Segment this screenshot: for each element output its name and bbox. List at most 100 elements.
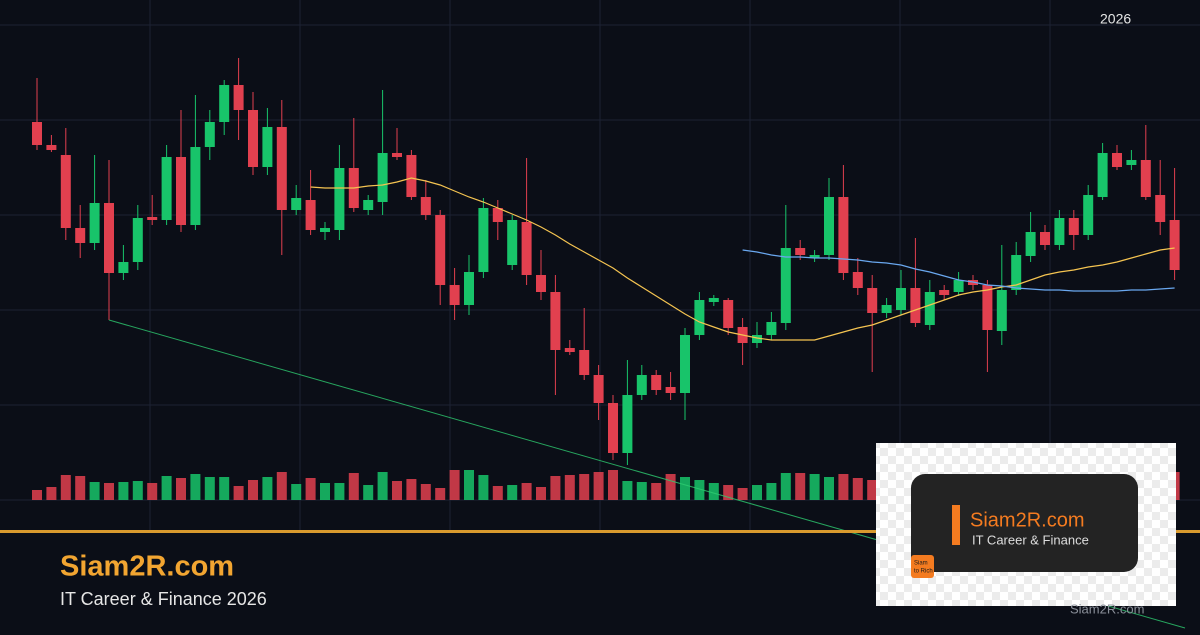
- volume-bar: [737, 488, 748, 500]
- tagline: IT Career & Finance 2026: [60, 589, 267, 609]
- moving-average: [742, 249, 1175, 292]
- candle-body: [665, 387, 676, 393]
- candle-body: [680, 335, 690, 393]
- candle-body: [752, 335, 762, 343]
- volume-bar: [147, 483, 158, 500]
- candle-body: [1155, 195, 1166, 222]
- volume-bar: [291, 484, 302, 500]
- candle-body: [262, 127, 273, 167]
- candle-body: [276, 127, 287, 210]
- candle-body: [708, 298, 719, 302]
- volume-bar: [838, 474, 849, 500]
- volume-bar: [104, 483, 114, 500]
- candle-body: [320, 228, 330, 232]
- candle-body: [1140, 160, 1151, 197]
- year: 2026: [1100, 11, 1131, 27]
- volume-bar: [579, 474, 590, 500]
- volume-bar: [233, 486, 244, 500]
- watermark: Siam2R.com: [1070, 601, 1144, 616]
- candle-body: [867, 288, 878, 313]
- logo-panel: Siam2R.com IT Career & Finance Siam to R…: [876, 443, 1176, 606]
- icon-text: Siam: [914, 561, 928, 567]
- volume-bar: [46, 487, 57, 500]
- volume-bar: [305, 478, 316, 500]
- candle-body: [75, 228, 86, 243]
- volume-bar: [550, 476, 561, 500]
- candle-body: [1011, 255, 1022, 290]
- volume-bar: [780, 473, 791, 500]
- volume-bar: [723, 485, 734, 500]
- volume-bar: [593, 472, 604, 500]
- candle-body: [910, 288, 921, 323]
- candle-body: [1097, 153, 1108, 197]
- logo-name: Siam2R.com: [970, 509, 1084, 531]
- candle-body: [1126, 160, 1137, 165]
- candle-body: [248, 110, 258, 167]
- volume-bar: [680, 477, 690, 500]
- candle-body: [622, 395, 633, 453]
- volume-bar: [219, 477, 230, 500]
- candle-body: [377, 153, 388, 202]
- candle-body: [420, 197, 431, 215]
- candle-body: [593, 375, 604, 403]
- candle-body: [104, 203, 114, 273]
- candle-body: [780, 248, 791, 323]
- volume-bar: [809, 474, 820, 500]
- candle-body: [766, 322, 777, 335]
- logo-icon: [911, 555, 934, 578]
- volume-bar: [449, 470, 460, 500]
- volume-bar: [766, 483, 777, 500]
- volume-bar: [795, 473, 806, 500]
- candle-body: [435, 215, 446, 285]
- volume-bar: [276, 472, 287, 500]
- candle-body: [1169, 220, 1180, 270]
- volume-bar: [708, 483, 719, 500]
- volume-bar: [190, 474, 201, 500]
- candle-body: [1025, 232, 1036, 256]
- candle-body: [550, 292, 561, 350]
- volume-bar: [665, 474, 676, 500]
- candle-body: [219, 85, 230, 122]
- moving-average: [310, 177, 1175, 341]
- volume-bar: [204, 477, 215, 500]
- candle-body: [478, 208, 489, 272]
- logo-bar: [952, 505, 960, 545]
- volume-bar: [60, 475, 71, 500]
- candle-body: [406, 155, 417, 197]
- candle-body: [536, 275, 546, 292]
- candle-body: [996, 290, 1007, 331]
- volume-bar: [478, 475, 489, 500]
- candle-body: [939, 290, 950, 295]
- candle-body: [723, 300, 734, 328]
- candle-body: [60, 155, 71, 228]
- candle-body: [176, 157, 186, 225]
- volume-bar: [75, 476, 86, 500]
- volume-bar: [176, 478, 186, 500]
- candle-body: [449, 285, 460, 305]
- candle-body: [204, 122, 215, 147]
- candle-body: [809, 255, 820, 258]
- candle-body: [1054, 218, 1065, 245]
- candle-body: [982, 285, 993, 330]
- brand: Siam2R.com: [60, 551, 234, 583]
- candle-body: [521, 222, 532, 275]
- volume-bar: [320, 483, 330, 500]
- volume-bar: [636, 482, 647, 500]
- volume-bar: [32, 490, 42, 500]
- candle-body: [1068, 218, 1079, 235]
- volume-bar: [852, 478, 863, 500]
- volume-bar: [536, 487, 546, 500]
- candle-body: [1040, 232, 1050, 245]
- volume-bar: [622, 481, 633, 500]
- candle-body: [795, 248, 806, 255]
- volume-bar: [132, 481, 143, 500]
- volume-bar: [363, 485, 374, 500]
- volume-bar: [392, 481, 402, 500]
- candle-body: [579, 350, 590, 375]
- candle-body: [32, 122, 42, 145]
- candle-body: [161, 157, 172, 220]
- candle-body: [852, 272, 863, 288]
- volume-bar: [377, 472, 388, 500]
- logo-card: [911, 474, 1138, 572]
